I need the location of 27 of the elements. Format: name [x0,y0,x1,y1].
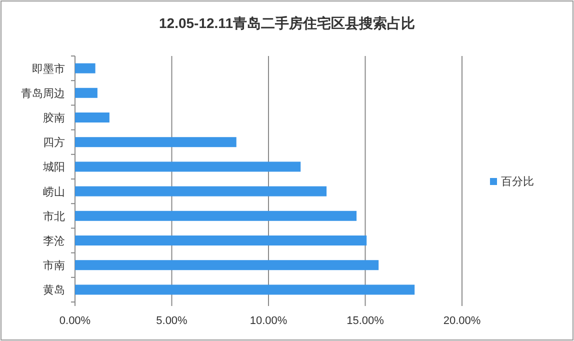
bar [75,63,96,74]
y-tick-label: 市北 [43,210,65,223]
bar [75,236,367,246]
bar [75,186,327,196]
chart-title: 12.05-12.11青岛二手房住宅区县搜索占比 [159,15,415,31]
x-tick-label: 20.00% [443,315,481,327]
x-tick-label: 0.00% [59,315,91,327]
y-tick-label: 黄岛 [43,284,65,297]
y-tick-label: 城阳 [42,160,65,174]
bar [75,88,98,98]
x-tick-label: 10.00% [250,315,288,327]
y-tick-label: 崂山 [43,185,65,198]
bar [75,162,301,172]
y-tick-label: 四方 [43,136,65,150]
y-tick-label: 胶南 [43,112,65,124]
legend-label: 百分比 [501,175,534,188]
bar [75,260,379,270]
y-tick-label: 市南 [43,259,65,272]
x-tick-label: 15.00% [346,315,384,327]
bar [75,284,415,295]
bar [75,210,357,221]
y-tick-label: 青岛周边 [21,86,65,100]
bar [75,112,110,122]
bar [75,137,236,148]
y-tick-label: 李沧 [43,234,65,248]
y-tick-label: 即墨市 [32,62,65,76]
x-tick-label: 5.00% [156,315,188,327]
